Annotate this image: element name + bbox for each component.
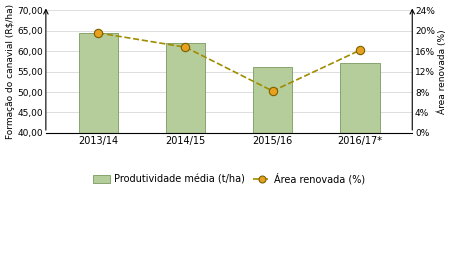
Bar xyxy=(253,67,292,254)
Y-axis label: Formação do canavial (R$/ha): Formação do canavial (R$/ha) xyxy=(5,4,14,139)
Bar xyxy=(166,43,205,254)
Y-axis label: Área renovada (%): Área renovada (%) xyxy=(438,29,448,114)
Bar xyxy=(78,33,118,254)
Bar xyxy=(340,63,380,254)
Legend: Produtividade média (t/ha), Área renovada (%): Produtividade média (t/ha), Área renovad… xyxy=(93,173,365,184)
